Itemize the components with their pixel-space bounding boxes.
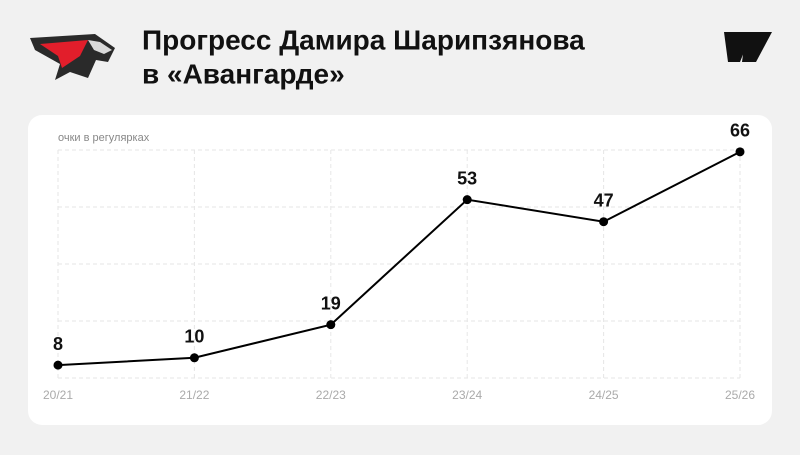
value-label: 10 [184, 327, 204, 347]
point [189, 353, 199, 363]
point [326, 320, 336, 330]
chart-title: в «Авангарде» [142, 58, 345, 89]
line [57, 150, 741, 367]
point [735, 147, 745, 157]
value-label: 8 [53, 334, 63, 354]
x-tick-label: 22/23 [316, 388, 346, 402]
chart-card [28, 115, 772, 425]
club-logo [30, 34, 115, 80]
x-tick-label: 21/22 [179, 388, 209, 402]
point [462, 195, 472, 205]
y-axis-label: очки в регулярках [58, 132, 150, 144]
point [53, 360, 63, 370]
brand-logo [724, 32, 772, 62]
value-label: 47 [594, 190, 614, 210]
point [599, 217, 609, 227]
x-tick-label: 25/26 [725, 388, 755, 402]
value-label: 19 [321, 293, 341, 313]
value-label: 66 [730, 121, 750, 141]
x-tick-label: 23/24 [452, 388, 482, 402]
x-tick-label: 24/25 [589, 388, 619, 402]
x-tick-label: 20/21 [43, 388, 73, 402]
chart-title: Прогресс Дамира Шарипзянова [142, 24, 585, 55]
value-label: 53 [457, 168, 477, 188]
